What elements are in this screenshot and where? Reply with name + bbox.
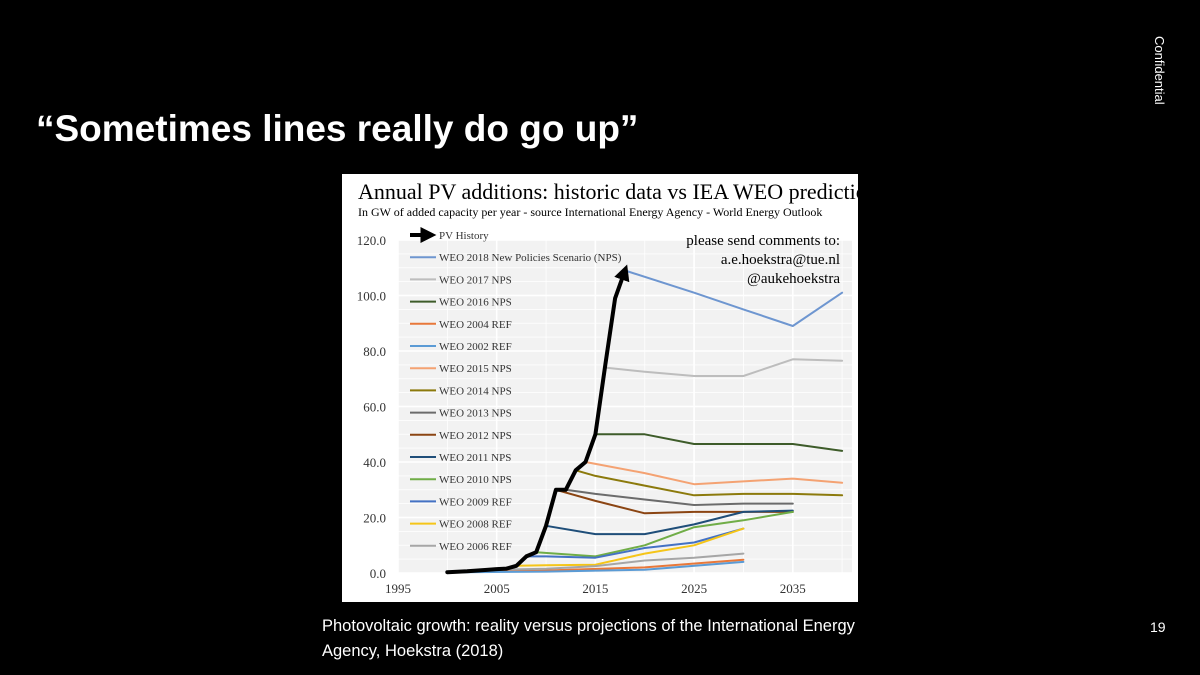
legend-label: WEO 2015 NPS [439,363,512,375]
x-tick-label: 2025 [681,581,707,596]
y-tick-label: 100.0 [357,289,386,304]
legend-label: WEO 2012 NPS [439,430,512,442]
comments-note: please send comments to: a.e.hoekstra@tu… [686,232,840,289]
x-tick-label: 2005 [484,581,510,596]
series-line [446,560,745,574]
slide-title: “Sometimes lines really do go up” [36,108,639,149]
chart-panel: Annual PV additions: historic data vs IE… [342,174,886,602]
series-line [485,552,745,571]
confidential-label: Confidential [1152,36,1167,105]
series-line [525,527,745,559]
comments-handle: @aukehoekstra [747,271,840,287]
x-tick-label: 2035 [780,581,806,596]
legend-label: WEO 2006 REF [439,541,512,553]
legend-label: WEO 2002 REF [439,341,512,353]
chart-title: Annual PV additions: historic data vs IE… [358,179,887,204]
legend-label: WEO 2016 NPS [439,297,512,309]
legend-label: WEO 2018 New Policies Scenario (NPS) [439,252,622,264]
legend-label: WEO 2017 NPS [439,274,512,286]
y-tick-label: 80.0 [363,344,386,359]
x-tick-label: 2015 [582,581,608,596]
series-line [515,527,745,567]
series-line [445,264,630,575]
series-line [545,509,794,536]
y-tick-label: 20.0 [363,511,386,526]
figure-caption: Photovoltaic growth: reality versus proj… [322,617,855,660]
legend-label: WEO 2004 REF [439,319,512,331]
series-line [574,469,844,497]
y-tick-label: 0.0 [370,566,386,581]
comments-line: please send comments to: [686,233,840,249]
legend-label: PV History [439,230,489,242]
legend-label: WEO 2011 NPS [439,452,511,464]
chart-subtitle: In GW of added capacity per year - sourc… [358,205,823,219]
series-line [584,461,844,486]
y-tick-label: 60.0 [363,400,386,415]
legend-label: WEO 2010 NPS [439,474,512,486]
legend-label: WEO 2008 REF [439,519,512,531]
line-chart: 0.0 20.0 40.0 60.0 80.0 100.0 120.0 1995 2005 201… [357,227,852,596]
series-line [564,488,794,506]
page-number: 19 [1150,619,1166,635]
y-tick-label: 120.0 [357,233,386,248]
legend-label: WEO 2009 REF [439,496,512,508]
legend-label: WEO 2014 NPS [439,385,512,397]
legend-label: WEO 2013 NPS [439,408,512,420]
series-line [604,358,844,377]
comments-email: a.e.hoekstra@tue.nl [720,252,840,268]
x-tick-label: 1995 [385,581,411,596]
series-line [594,433,844,452]
series-line [535,510,794,558]
y-tick-label: 40.0 [363,455,386,470]
series-line [624,269,844,327]
